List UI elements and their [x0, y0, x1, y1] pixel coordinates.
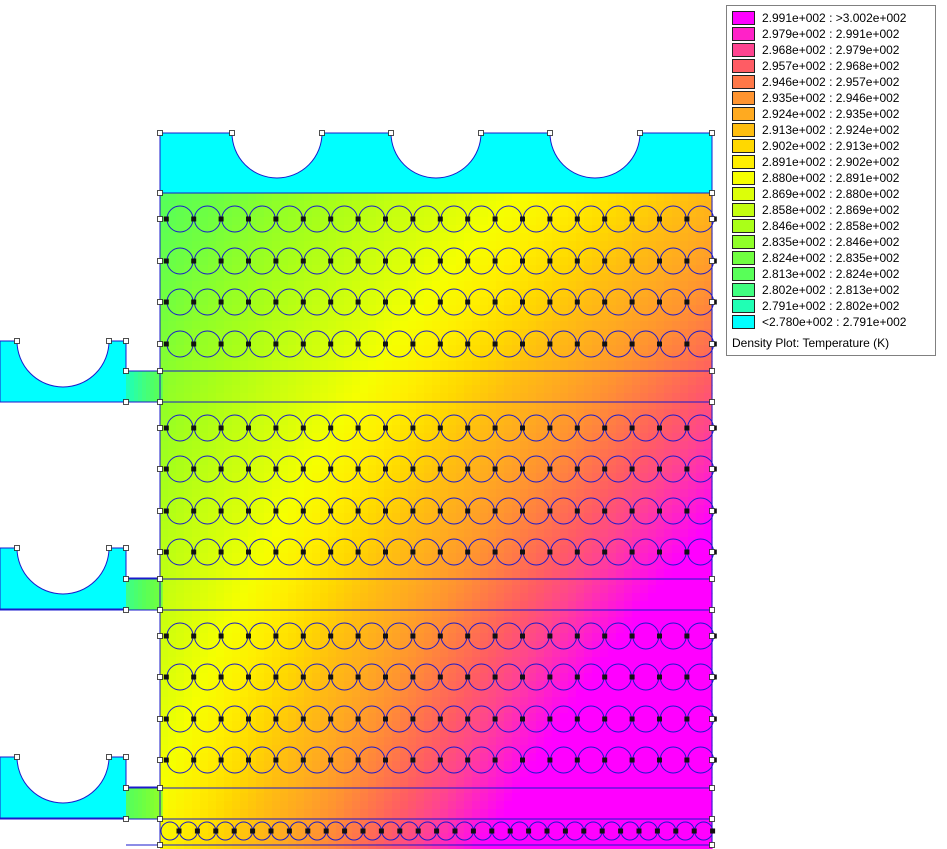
legend-swatch: [732, 75, 755, 89]
boundary-node: [709, 190, 715, 196]
legend-swatch: [732, 123, 755, 137]
boundary-node: [123, 576, 129, 582]
legend-swatch: [732, 315, 755, 329]
boundary-node: [157, 842, 163, 848]
legend-label: 2.791e+002 : 2.802e+002: [762, 299, 900, 313]
boundary-node: [478, 130, 484, 136]
legend-label: 2.968e+002 : 2.979e+002: [762, 43, 900, 57]
legend-label: 2.802e+002 : 2.813e+002: [762, 283, 900, 297]
legend-label: 2.858e+002 : 2.869e+002: [762, 203, 900, 217]
legend-swatch: [732, 187, 755, 201]
boundary-node: [709, 842, 715, 848]
legend-swatch: [732, 139, 755, 153]
boundary-node: [123, 368, 129, 374]
legend-label: 2.813e+002 : 2.824e+002: [762, 267, 900, 281]
boundary-node: [123, 399, 129, 405]
boundary-node: [709, 816, 715, 822]
boundary-node: [14, 545, 20, 551]
legend-label: 2.902e+002 : 2.913e+002: [762, 139, 900, 153]
boundary-node: [123, 785, 129, 791]
legend-label: 2.979e+002 : 2.991e+002: [762, 27, 900, 41]
boundary-node: [157, 785, 163, 791]
boundary-node: [709, 368, 715, 374]
legend-swatch: [732, 203, 755, 217]
legend-swatch: [732, 91, 755, 105]
legend-label: 2.935e+002 : 2.946e+002: [762, 91, 900, 105]
boundary-node: [547, 130, 553, 136]
legend-label: 2.924e+002 : 2.935e+002: [762, 107, 900, 121]
boundary-node: [123, 816, 129, 822]
mesh-nodes: [14, 130, 717, 848]
boundary-node: [157, 368, 163, 374]
boundary-node: [388, 130, 394, 136]
boundary-node: [157, 607, 163, 613]
region-outlines: [0, 192, 713, 846]
legend-label: 2.957e+002 : 2.968e+002: [762, 59, 900, 73]
boundary-node: [106, 545, 112, 551]
boundary-node: [157, 816, 163, 822]
boundary-node: [14, 754, 20, 760]
boundary-node: [123, 545, 129, 551]
legend-swatch: [732, 43, 755, 57]
legend-title: Density Plot: Temperature (K): [732, 336, 890, 350]
boundary-node: [157, 130, 163, 136]
boundary-node: [709, 785, 715, 791]
legend-swatch: [732, 11, 755, 25]
boundary-node: [123, 607, 129, 613]
boundary-node: [709, 130, 715, 136]
boundary-node: [157, 399, 163, 405]
legend-swatch: [732, 155, 755, 169]
boundary-node: [229, 130, 235, 136]
boundary-node: [157, 576, 163, 582]
legend: 2.991e+002 : >3.002e+002 2.979e+002 : 2.9…: [726, 5, 936, 356]
legend-swatch: [732, 219, 755, 233]
legend-label: 2.846e+002 : 2.858e+002: [762, 219, 900, 233]
boundary-node: [157, 190, 163, 196]
boundary-node: [709, 576, 715, 582]
legend-label: 2.835e+002 : 2.846e+002: [762, 235, 900, 249]
boundary-node: [123, 754, 129, 760]
legend-label: 2.880e+002 : 2.891e+002: [762, 171, 900, 185]
boundary-node: [14, 338, 20, 344]
legend-swatch: [732, 235, 755, 249]
boundary-node: [123, 338, 129, 344]
boundary-node: [709, 607, 715, 613]
boundary-node: [106, 338, 112, 344]
cold-plates-left: [0, 340, 163, 819]
legend-label: <2.780e+002 : 2.791e+002: [762, 315, 907, 329]
boundary-node: [637, 130, 643, 136]
legend-swatch: [732, 299, 755, 313]
boundary-node: [319, 130, 325, 136]
legend-label: 2.869e+002 : 2.880e+002: [762, 187, 900, 201]
legend-swatch: [732, 267, 755, 281]
cold-plate-top: [159, 132, 713, 194]
legend-label: 2.891e+002 : 2.902e+002: [762, 155, 900, 169]
legend-swatch: [732, 107, 755, 121]
legend-label: 2.946e+002 : 2.957e+002: [762, 75, 900, 89]
legend-swatch: [732, 27, 755, 41]
boundary-node: [106, 754, 112, 760]
legend-swatch: [732, 251, 755, 265]
legend-swatch: [732, 171, 755, 185]
legend-swatch: [732, 283, 755, 297]
legend-label: 2.824e+002 : 2.835e+002: [762, 251, 900, 265]
legend-label: 2.913e+002 : 2.924e+002: [762, 123, 900, 137]
legend-label: 2.991e+002 : >3.002e+002: [762, 11, 907, 25]
boundary-node: [709, 399, 715, 405]
legend-swatch: [732, 59, 755, 73]
